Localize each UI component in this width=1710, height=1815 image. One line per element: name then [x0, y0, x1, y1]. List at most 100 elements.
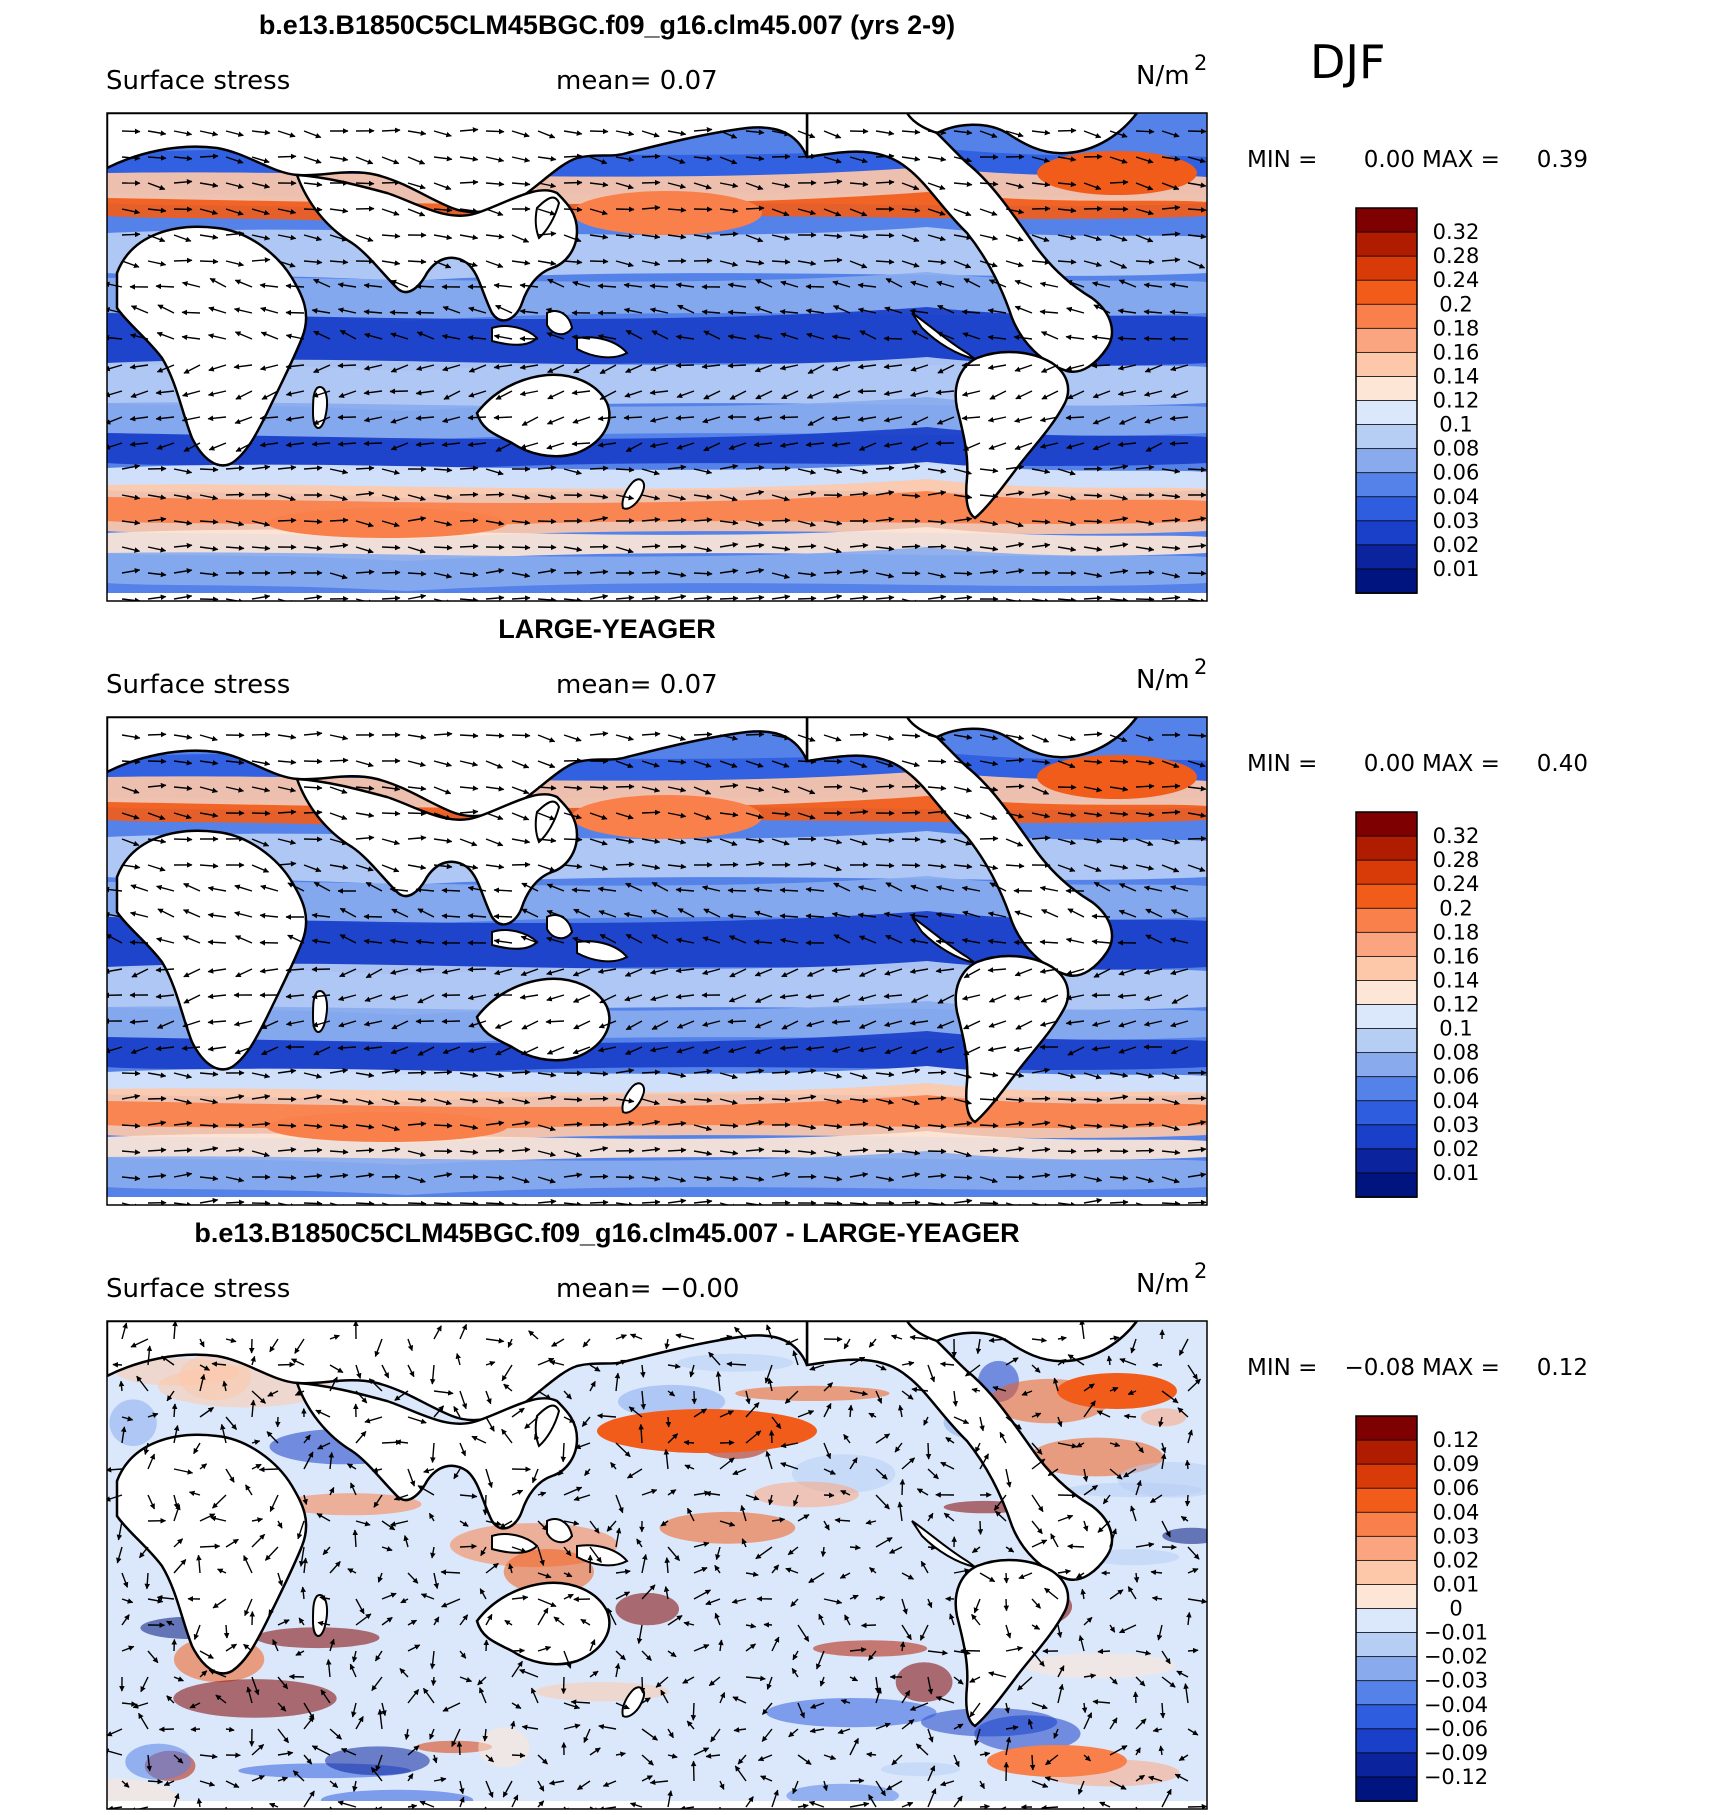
- stress-arrow: [1083, 1147, 1103, 1154]
- stress-arrow: [675, 334, 695, 340]
- stress-arrow: [337, 307, 357, 314]
- stress-arrow: [858, 442, 877, 451]
- stress-arrow: [537, 518, 557, 525]
- min-value: 0.00: [1364, 751, 1415, 777]
- colorbar-swatch: [1355, 279, 1418, 306]
- stress-arrow: [459, 517, 479, 524]
- stress-arrow: [511, 519, 531, 526]
- stress-arrow: [979, 835, 999, 842]
- stress-arrow: [860, 1622, 877, 1629]
- stress-arrow: [442, 305, 461, 314]
- stress-arrow: [589, 465, 609, 472]
- stress-arrow: [511, 234, 530, 243]
- stress-arrow: [285, 283, 305, 289]
- stress-arrow: [597, 415, 617, 422]
- stress-arrow: [456, 1741, 463, 1756]
- colorbar: 0.320.280.240.20.180.160.140.120.10.080.…: [1355, 207, 1479, 594]
- stress-arrow: [987, 308, 1007, 314]
- stress-arrow: [988, 279, 1007, 288]
- colorbar-tick-label: 0.01: [1433, 1161, 1480, 1185]
- stress-arrow: [875, 232, 895, 239]
- stress-arrow: [883, 363, 903, 370]
- stress-arrow: [1091, 334, 1111, 341]
- stress-arrow: [485, 181, 505, 187]
- stress-arrow: [277, 1122, 297, 1129]
- colorbar-tick-label: 0.18: [1433, 920, 1480, 944]
- stress-arrow: [1135, 1147, 1155, 1154]
- stress-arrow: [979, 130, 998, 139]
- stress-arrow: [1065, 364, 1085, 371]
- stress-arrow: [485, 233, 505, 240]
- stress-arrow: [675, 282, 695, 288]
- stress-arrow: [1014, 364, 1033, 372]
- stress-arrow: [615, 1174, 635, 1181]
- stress-arrow: [1118, 416, 1137, 425]
- stress-arrow: [849, 181, 869, 187]
- stress-arrow: [121, 519, 141, 526]
- colorbar-tick-label: 0.28: [1433, 848, 1480, 872]
- stress-arrow: [625, 329, 643, 340]
- stress-arrow: [779, 414, 799, 421]
- stress-arrow: [849, 468, 869, 475]
- stress-arrow: [1117, 364, 1137, 371]
- stress-arrow: [832, 390, 851, 399]
- stress-arrow: [641, 233, 661, 240]
- stress-arrow: [182, 390, 201, 398]
- stress-arrow: [390, 416, 409, 424]
- stress-arrow: [665, 1416, 672, 1428]
- stress-arrow: [589, 181, 609, 188]
- stress-arrow: [1005, 208, 1025, 215]
- stress-arrow: [1029, 1754, 1036, 1771]
- stress-arrow: [936, 416, 955, 425]
- stress-arrow: [285, 363, 305, 370]
- stress-arrow: [433, 467, 453, 473]
- stress-arrow: [1109, 836, 1129, 843]
- stress-arrow: [303, 206, 323, 213]
- stress-arrow: [927, 1544, 937, 1551]
- stress-arrow: [797, 260, 817, 266]
- stress-arrow: [1184, 1459, 1191, 1470]
- min-label: MIN =: [1247, 147, 1317, 173]
- stress-arrow: [831, 334, 851, 340]
- stress-arrow: [719, 156, 738, 165]
- stress-arrow: [1040, 331, 1059, 340]
- stress-arrow: [988, 442, 1007, 450]
- stress-arrow: [701, 309, 721, 315]
- colorbar-swatch: [1355, 207, 1418, 233]
- stress-arrow: [797, 208, 816, 216]
- stress-arrow: [979, 181, 999, 187]
- stress-arrow: [797, 153, 817, 160]
- stress-arrow: [771, 153, 791, 160]
- stress-arrow: [1013, 939, 1033, 946]
- stress-arrow: [745, 465, 765, 471]
- stress-arrow: [676, 442, 695, 450]
- stress-arrow: [199, 466, 219, 473]
- stress-arrow: [493, 913, 513, 920]
- stress-arrow: [675, 415, 695, 421]
- stress-arrow: [251, 129, 271, 136]
- stress-arrow: [147, 731, 167, 738]
- stress-arrow: [407, 130, 427, 136]
- stress-arrow: [157, 304, 175, 314]
- stress-arrow: [589, 208, 608, 216]
- stress-arrow: [650, 364, 669, 372]
- stress-arrow: [771, 494, 790, 502]
- stress-arrow: [780, 332, 799, 340]
- stress-arrow: [727, 362, 747, 369]
- stress-arrow: [927, 129, 947, 136]
- stress-arrow: [753, 441, 773, 448]
- stress-arrow: [866, 1751, 877, 1758]
- stress-arrow: [173, 179, 193, 185]
- stress-arrow: [1005, 130, 1024, 138]
- stress-arrow: [303, 518, 323, 525]
- stress-arrow: [459, 260, 478, 268]
- panel-title: b.e13.B1850C5CLM45BGC.f09_g16.clm45.007 …: [194, 1218, 1019, 1248]
- colorbar-swatch: [1355, 1584, 1418, 1610]
- stress-arrow: [1187, 732, 1207, 739]
- stress-arrow: [129, 441, 149, 448]
- stress-arrow: [849, 491, 869, 497]
- stress-arrow: [693, 182, 712, 190]
- stress-arrow: [641, 153, 661, 160]
- stress-arrow: [337, 362, 357, 369]
- stress-arrow: [823, 208, 842, 217]
